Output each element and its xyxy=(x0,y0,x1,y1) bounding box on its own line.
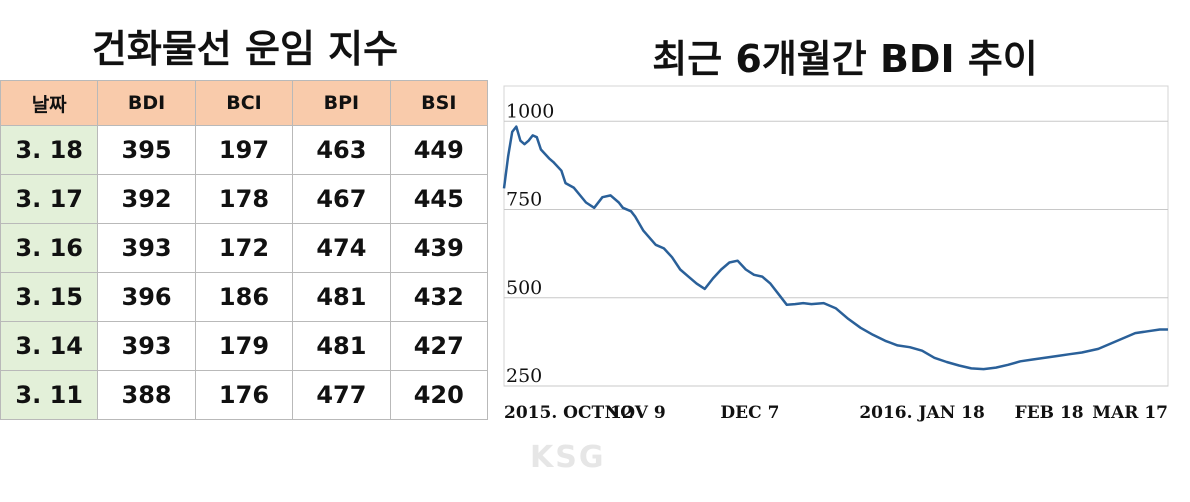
column-header-bsi: BSI xyxy=(389,80,489,126)
cell-bsi: 439 xyxy=(389,223,489,273)
table-row: 3. 16 393 172 474 439 xyxy=(0,223,489,273)
cell-bci: 197 xyxy=(194,125,294,175)
cell-bci: 178 xyxy=(194,174,294,224)
cell-date: 3. 14 xyxy=(0,321,99,371)
cell-bpi: 474 xyxy=(292,223,391,273)
cell-bsi: 420 xyxy=(389,370,489,420)
cell-bsi: 427 xyxy=(389,321,489,371)
cell-bpi: 467 xyxy=(292,174,391,224)
y-tick-label: 250 xyxy=(506,365,542,387)
cell-bpi: 481 xyxy=(292,321,391,371)
cell-date: 3. 16 xyxy=(0,223,99,273)
column-header-bpi: BPI xyxy=(292,80,391,126)
y-tick-label: 1000 xyxy=(506,100,554,122)
cell-bci: 172 xyxy=(194,223,294,273)
cell-bsi: 432 xyxy=(389,272,489,322)
y-tick-label: 500 xyxy=(506,277,542,299)
y-tick-label: 750 xyxy=(506,189,542,211)
cell-bdi: 395 xyxy=(97,125,196,175)
cell-bdi: 393 xyxy=(97,223,196,273)
cell-bci: 186 xyxy=(194,272,294,322)
x-tick-label: DEC 7 xyxy=(720,403,779,423)
table-row: 3. 14 393 179 481 427 xyxy=(0,321,489,371)
bdi-series-line xyxy=(502,125,1168,371)
column-header-bci: BCI xyxy=(194,80,294,126)
table-title: 건화물선 운임 지수 xyxy=(91,27,399,71)
cell-date: 3. 18 xyxy=(0,125,99,175)
chart-title: 최근 6개월간 BDI 추이 xyxy=(652,37,1038,81)
cell-bdi: 393 xyxy=(97,321,196,371)
cell-bpi: 481 xyxy=(292,272,391,322)
x-tick-label: 2016. JAN 18 xyxy=(859,403,985,423)
table-row: 3. 11 388 176 477 420 xyxy=(0,370,489,420)
cell-bpi: 477 xyxy=(292,370,391,420)
grid-lines xyxy=(504,120,1168,387)
plot-area-border xyxy=(503,85,1169,387)
cell-bpi: 463 xyxy=(292,125,391,175)
cell-date: 3. 11 xyxy=(0,370,99,420)
x-tick-label: FEB 18 xyxy=(1015,403,1084,423)
freight-index-table: 날짜 BDI BCI BPI BSI 3. 18 395 197 463 449… xyxy=(0,80,489,420)
cell-bci: 176 xyxy=(194,370,294,420)
cell-date: 3. 17 xyxy=(0,174,99,224)
table-row: 3. 15 396 186 481 432 xyxy=(0,272,489,322)
cell-bdi: 392 xyxy=(97,174,196,224)
y-tick-labels: 1000 750 500 250 xyxy=(506,100,554,387)
table-row: 3. 17 392 178 467 445 xyxy=(0,174,489,224)
x-tick-label: 2015. OCT 12 xyxy=(504,403,634,423)
x-tick-label: NOV 9 xyxy=(605,403,666,423)
column-header-date: 날짜 xyxy=(0,80,99,126)
cell-bsi: 445 xyxy=(389,174,489,224)
cell-bdi: 396 xyxy=(97,272,196,322)
cell-date: 3. 15 xyxy=(0,272,99,322)
cell-bdi: 388 xyxy=(97,370,196,420)
ksg-watermark: KSG xyxy=(530,440,606,475)
x-tick-label: MAR 17 xyxy=(1092,403,1168,423)
table-row: 3. 18 395 197 463 449 xyxy=(0,125,489,175)
column-header-bdi: BDI xyxy=(97,80,196,126)
cell-bci: 179 xyxy=(194,321,294,371)
table-header-row: 날짜 BDI BCI BPI BSI xyxy=(0,80,489,126)
cell-bsi: 449 xyxy=(389,125,489,175)
